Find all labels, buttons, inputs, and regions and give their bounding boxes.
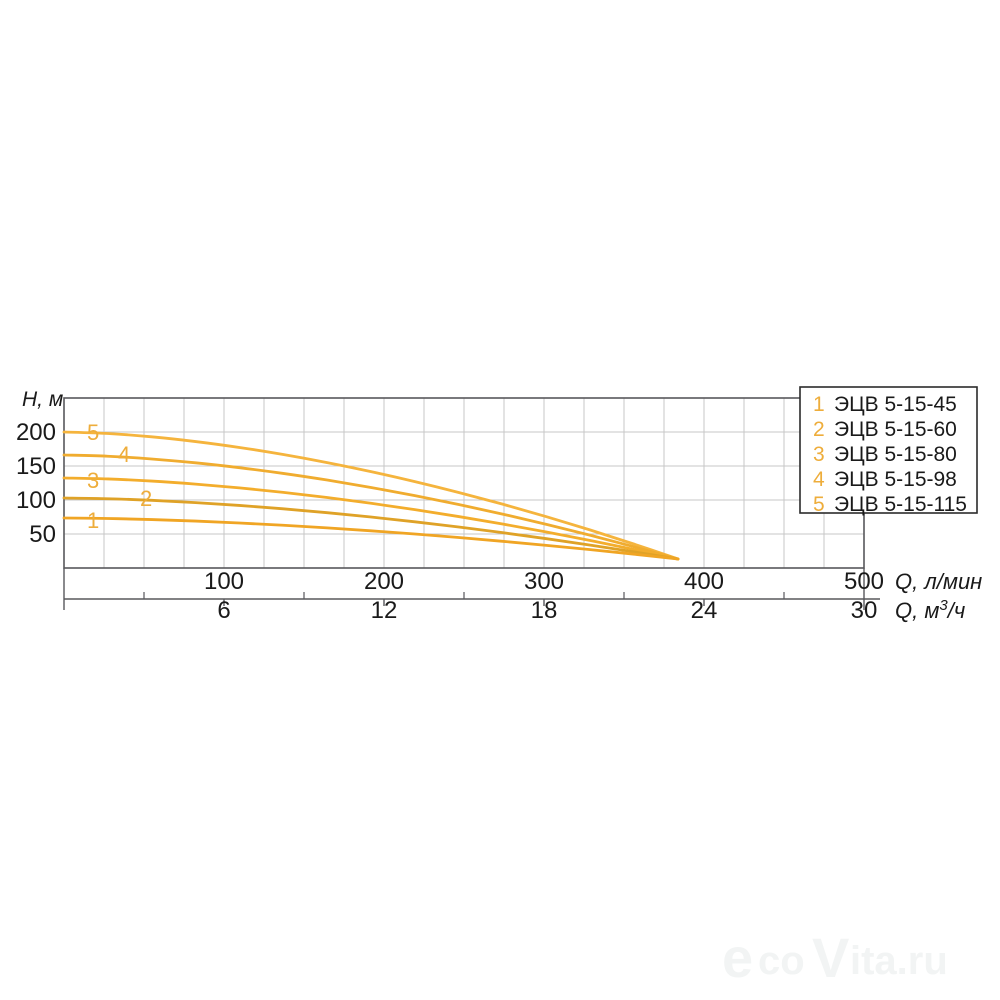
svg-text:ЭЦВ 5-15-80: ЭЦВ 5-15-80	[834, 443, 957, 466]
svg-text:2: 2	[813, 418, 825, 441]
svg-text:ЭЦВ 5-15-115: ЭЦВ 5-15-115	[834, 493, 967, 516]
svg-text:ЭЦВ 5-15-45: ЭЦВ 5-15-45	[834, 393, 957, 416]
svg-text:24: 24	[691, 597, 718, 624]
svg-text:3: 3	[87, 468, 99, 493]
svg-text:100: 100	[16, 487, 56, 514]
svg-text:3: 3	[813, 443, 825, 466]
svg-text:30: 30	[851, 597, 878, 624]
svg-text:co: co	[758, 939, 805, 983]
svg-text:e: e	[722, 926, 753, 989]
svg-text:2: 2	[140, 486, 152, 511]
svg-text:300: 300	[524, 568, 564, 595]
svg-text:50: 50	[29, 521, 56, 548]
svg-text:4: 4	[813, 468, 825, 491]
svg-text:5: 5	[813, 493, 825, 516]
svg-text:200: 200	[364, 568, 404, 595]
svg-text:12: 12	[371, 597, 398, 624]
svg-text:Q, л/мин: Q, л/мин	[895, 569, 982, 594]
svg-text:6: 6	[217, 597, 230, 624]
svg-text:5: 5	[87, 420, 99, 445]
svg-text:1: 1	[87, 508, 99, 533]
svg-text:Q, м3/ч: Q, м3/ч	[895, 597, 965, 624]
svg-text:400: 400	[684, 568, 724, 595]
svg-text:150: 150	[16, 453, 56, 480]
svg-text:500: 500	[844, 568, 884, 595]
svg-text:ЭЦВ 5-15-98: ЭЦВ 5-15-98	[834, 468, 957, 491]
svg-text:100: 100	[204, 568, 244, 595]
svg-text:ЭЦВ 5-15-60: ЭЦВ 5-15-60	[834, 418, 957, 441]
svg-text:H, м: H, м	[22, 388, 63, 411]
svg-text:18: 18	[531, 597, 558, 624]
svg-text:1: 1	[813, 393, 825, 416]
svg-text:4: 4	[118, 442, 130, 467]
svg-text:200: 200	[16, 419, 56, 446]
svg-text:V: V	[812, 926, 849, 989]
svg-text:ita.ru: ita.ru	[850, 939, 948, 983]
